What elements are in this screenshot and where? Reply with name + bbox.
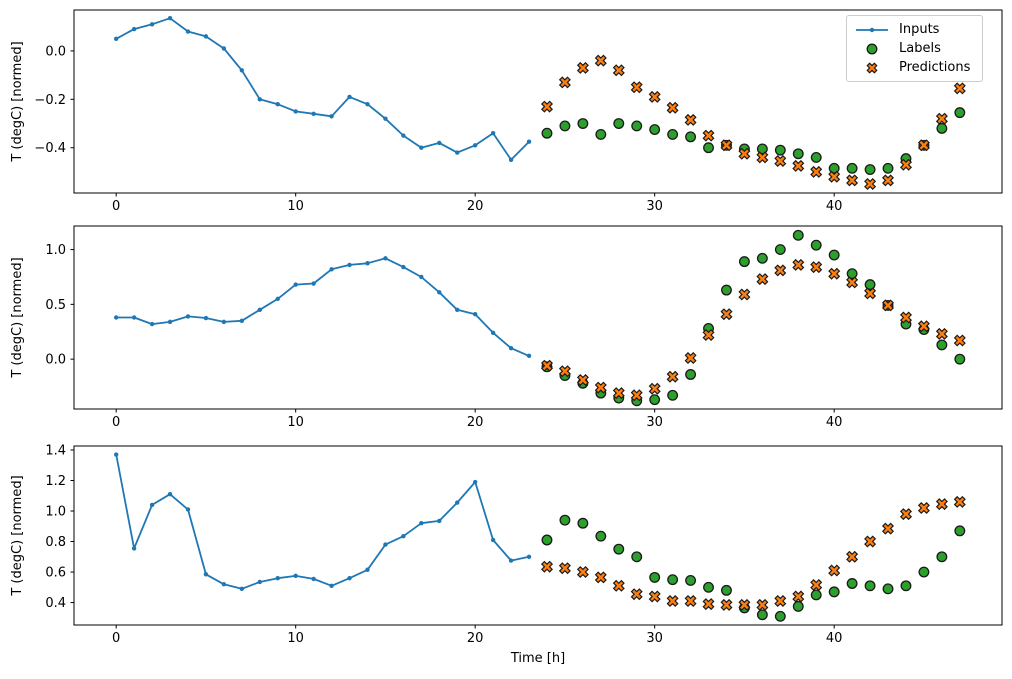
x-tick-label: 0 (112, 631, 120, 646)
subplot-3: 0 10 20 30 40 0.4 0.6 0.8 1.0 1.2 1.4 T (degC) [nor… (10, 443, 1003, 666)
labels-series (541, 107, 966, 175)
y-tick-label: 1.0 (45, 243, 66, 258)
predictions-series (540, 258, 966, 402)
x-tick-label: 20 (467, 631, 484, 646)
labels-series (541, 229, 966, 407)
legend-item-predictions: Predictions (854, 59, 970, 76)
labels-circle-icon (866, 43, 878, 54)
legend-label-predictions: Predictions (899, 59, 971, 75)
legend-label-inputs: Inputs (899, 21, 940, 37)
legend-item-labels: Labels (854, 40, 970, 57)
x-tick-label: 10 (287, 415, 304, 430)
y-axis-label: T (degC) [normed] (10, 41, 25, 162)
x-tick-label: 40 (826, 199, 843, 214)
y-tick-label: 1.4 (45, 443, 66, 458)
y-tick-label: 0.0 (45, 353, 66, 368)
predictions-x-icon (866, 61, 878, 74)
x-tick-label: 0 (112, 199, 120, 214)
x-tick-label: 10 (287, 199, 304, 214)
y-tick-label: 1.2 (45, 474, 66, 489)
inputs-series (113, 16, 532, 163)
y-tick-label: 0.6 (45, 566, 66, 581)
inputs-line-icon (856, 27, 888, 32)
x-tick-label: 0 (112, 415, 120, 430)
y-tick-label: 0.4 (45, 596, 66, 611)
y-tick-label: 1.0 (45, 505, 66, 520)
y-axis-label: T (degC) [normed] (10, 475, 25, 596)
labels-series (541, 514, 966, 622)
y-axis-label: T (degC) [normed] (10, 257, 25, 378)
x-axis-label: Time [h] (510, 651, 565, 666)
legend-label-labels: Labels (899, 40, 941, 56)
inputs-series (113, 452, 532, 592)
x-tick-label: 20 (467, 415, 484, 430)
legend-item-inputs: Inputs (854, 21, 970, 38)
subplot-1: 0 10 20 30 40 −0.4 −0.2 0.0 T (degC) [normed] (10, 9, 1003, 214)
y-tick-label: 0.5 (45, 298, 66, 313)
predictions-series (540, 54, 966, 191)
subplot-2: 0 10 20 30 40 0.0 0.5 1.0 T (degC) [normed] (10, 225, 1003, 430)
legend: Inputs Labels Predictions (846, 15, 984, 82)
x-tick-label: 10 (287, 631, 304, 646)
y-tick-label: 0.0 (45, 44, 66, 59)
x-tick-label: 20 (467, 199, 484, 214)
x-tick-label: 40 (826, 415, 843, 430)
inputs-series (113, 256, 532, 359)
x-tick-label: 30 (646, 415, 663, 430)
x-tick-label: 40 (826, 631, 843, 646)
x-tick-label: 30 (646, 631, 663, 646)
y-tick-label: −0.4 (34, 141, 66, 156)
predictions-series (540, 495, 966, 611)
y-tick-label: −0.2 (34, 93, 66, 108)
y-tick-label: 0.8 (45, 535, 66, 550)
x-tick-label: 30 (646, 199, 663, 214)
